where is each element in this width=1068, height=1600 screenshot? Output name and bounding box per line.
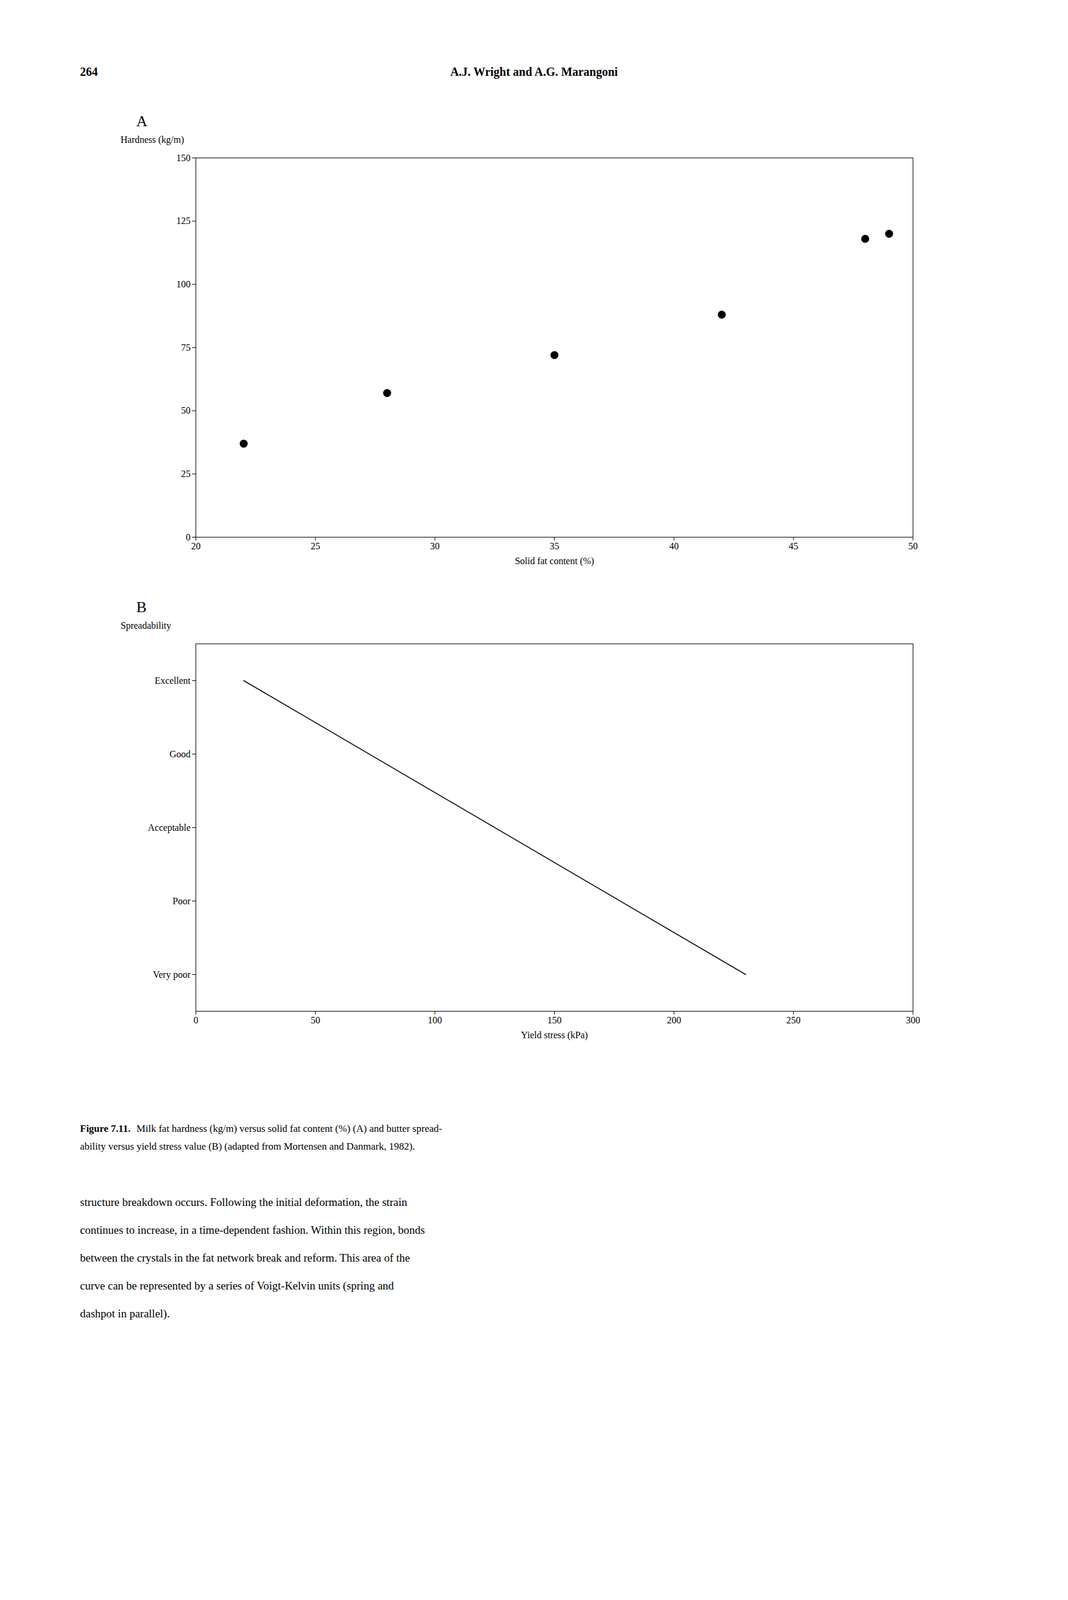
html-text:dashpot in parallel).: dashpot in parallel).: [80, 1307, 170, 1320]
svg-text:Spreadability: Spreadability: [120, 620, 172, 632]
svg-text:0: 0: [186, 532, 191, 543]
svg-text:40: 40: [669, 541, 679, 552]
html-text:curve can be represented by a: curve can be represented by a series of …: [80, 1279, 394, 1293]
svg-text:Hardness (kg/m): Hardness (kg/m): [120, 134, 185, 146]
html-text:Milk fat hardness (kg/m) versu: Milk fat hardness (kg/m) versus solid fa…: [136, 1123, 443, 1135]
svg-text:35: 35: [550, 541, 560, 552]
svg-text:Yield stress (kPa): Yield stress (kPa): [520, 1030, 588, 1041]
svg-text:150: 150: [176, 152, 191, 163]
svg-text:125: 125: [176, 215, 191, 226]
svg-text:200: 200: [666, 1015, 681, 1026]
svg-text:Poor: Poor: [172, 896, 191, 907]
svg-text:Acceptable: Acceptable: [148, 822, 191, 834]
svg-text:0: 0: [193, 1015, 199, 1026]
svg-text:150: 150: [547, 1015, 562, 1026]
svg-text:Solid fat content (%): Solid fat content (%): [515, 555, 595, 567]
html-text:structure breakdown occurs. Fo: structure breakdown occurs. Following th…: [80, 1196, 408, 1209]
svg-text:Very poor: Very poor: [152, 969, 191, 981]
html-text:B: B: [136, 598, 147, 616]
svg-text:50: 50: [310, 1015, 321, 1026]
svg-text:250: 250: [786, 1015, 801, 1026]
svg-text:25: 25: [310, 541, 321, 552]
svg-text:Excellent: Excellent: [154, 675, 191, 686]
svg-text:100: 100: [176, 279, 191, 290]
svg-text:Good: Good: [169, 749, 191, 760]
svg-text:50: 50: [181, 405, 191, 416]
svg-text:100: 100: [427, 1015, 443, 1026]
svg-text:50: 50: [908, 541, 919, 552]
svg-text:75: 75: [181, 342, 191, 353]
html-text:A.J. Wright and A.G. Marangoni: A.J. Wright and A.G. Marangoni: [450, 65, 618, 79]
svg-text:300: 300: [906, 1015, 921, 1026]
html-text:Figure 7.11.: Figure 7.11.: [80, 1123, 131, 1135]
html-text:ability versus yield stress va: ability versus yield stress value (B) (a…: [80, 1140, 415, 1153]
html-text:continues to increase, in a ti: continues to increase, in a time-depende…: [80, 1223, 425, 1237]
svg-text:30: 30: [430, 541, 440, 552]
html-text:A: A: [136, 112, 148, 130]
html-text:264: 264: [80, 65, 98, 79]
svg-text:20: 20: [191, 541, 201, 552]
html-text:between the crystals in the fa: between the crystals in the fat network …: [80, 1251, 411, 1265]
svg-text:25: 25: [181, 468, 191, 479]
svg-text:45: 45: [788, 541, 799, 552]
